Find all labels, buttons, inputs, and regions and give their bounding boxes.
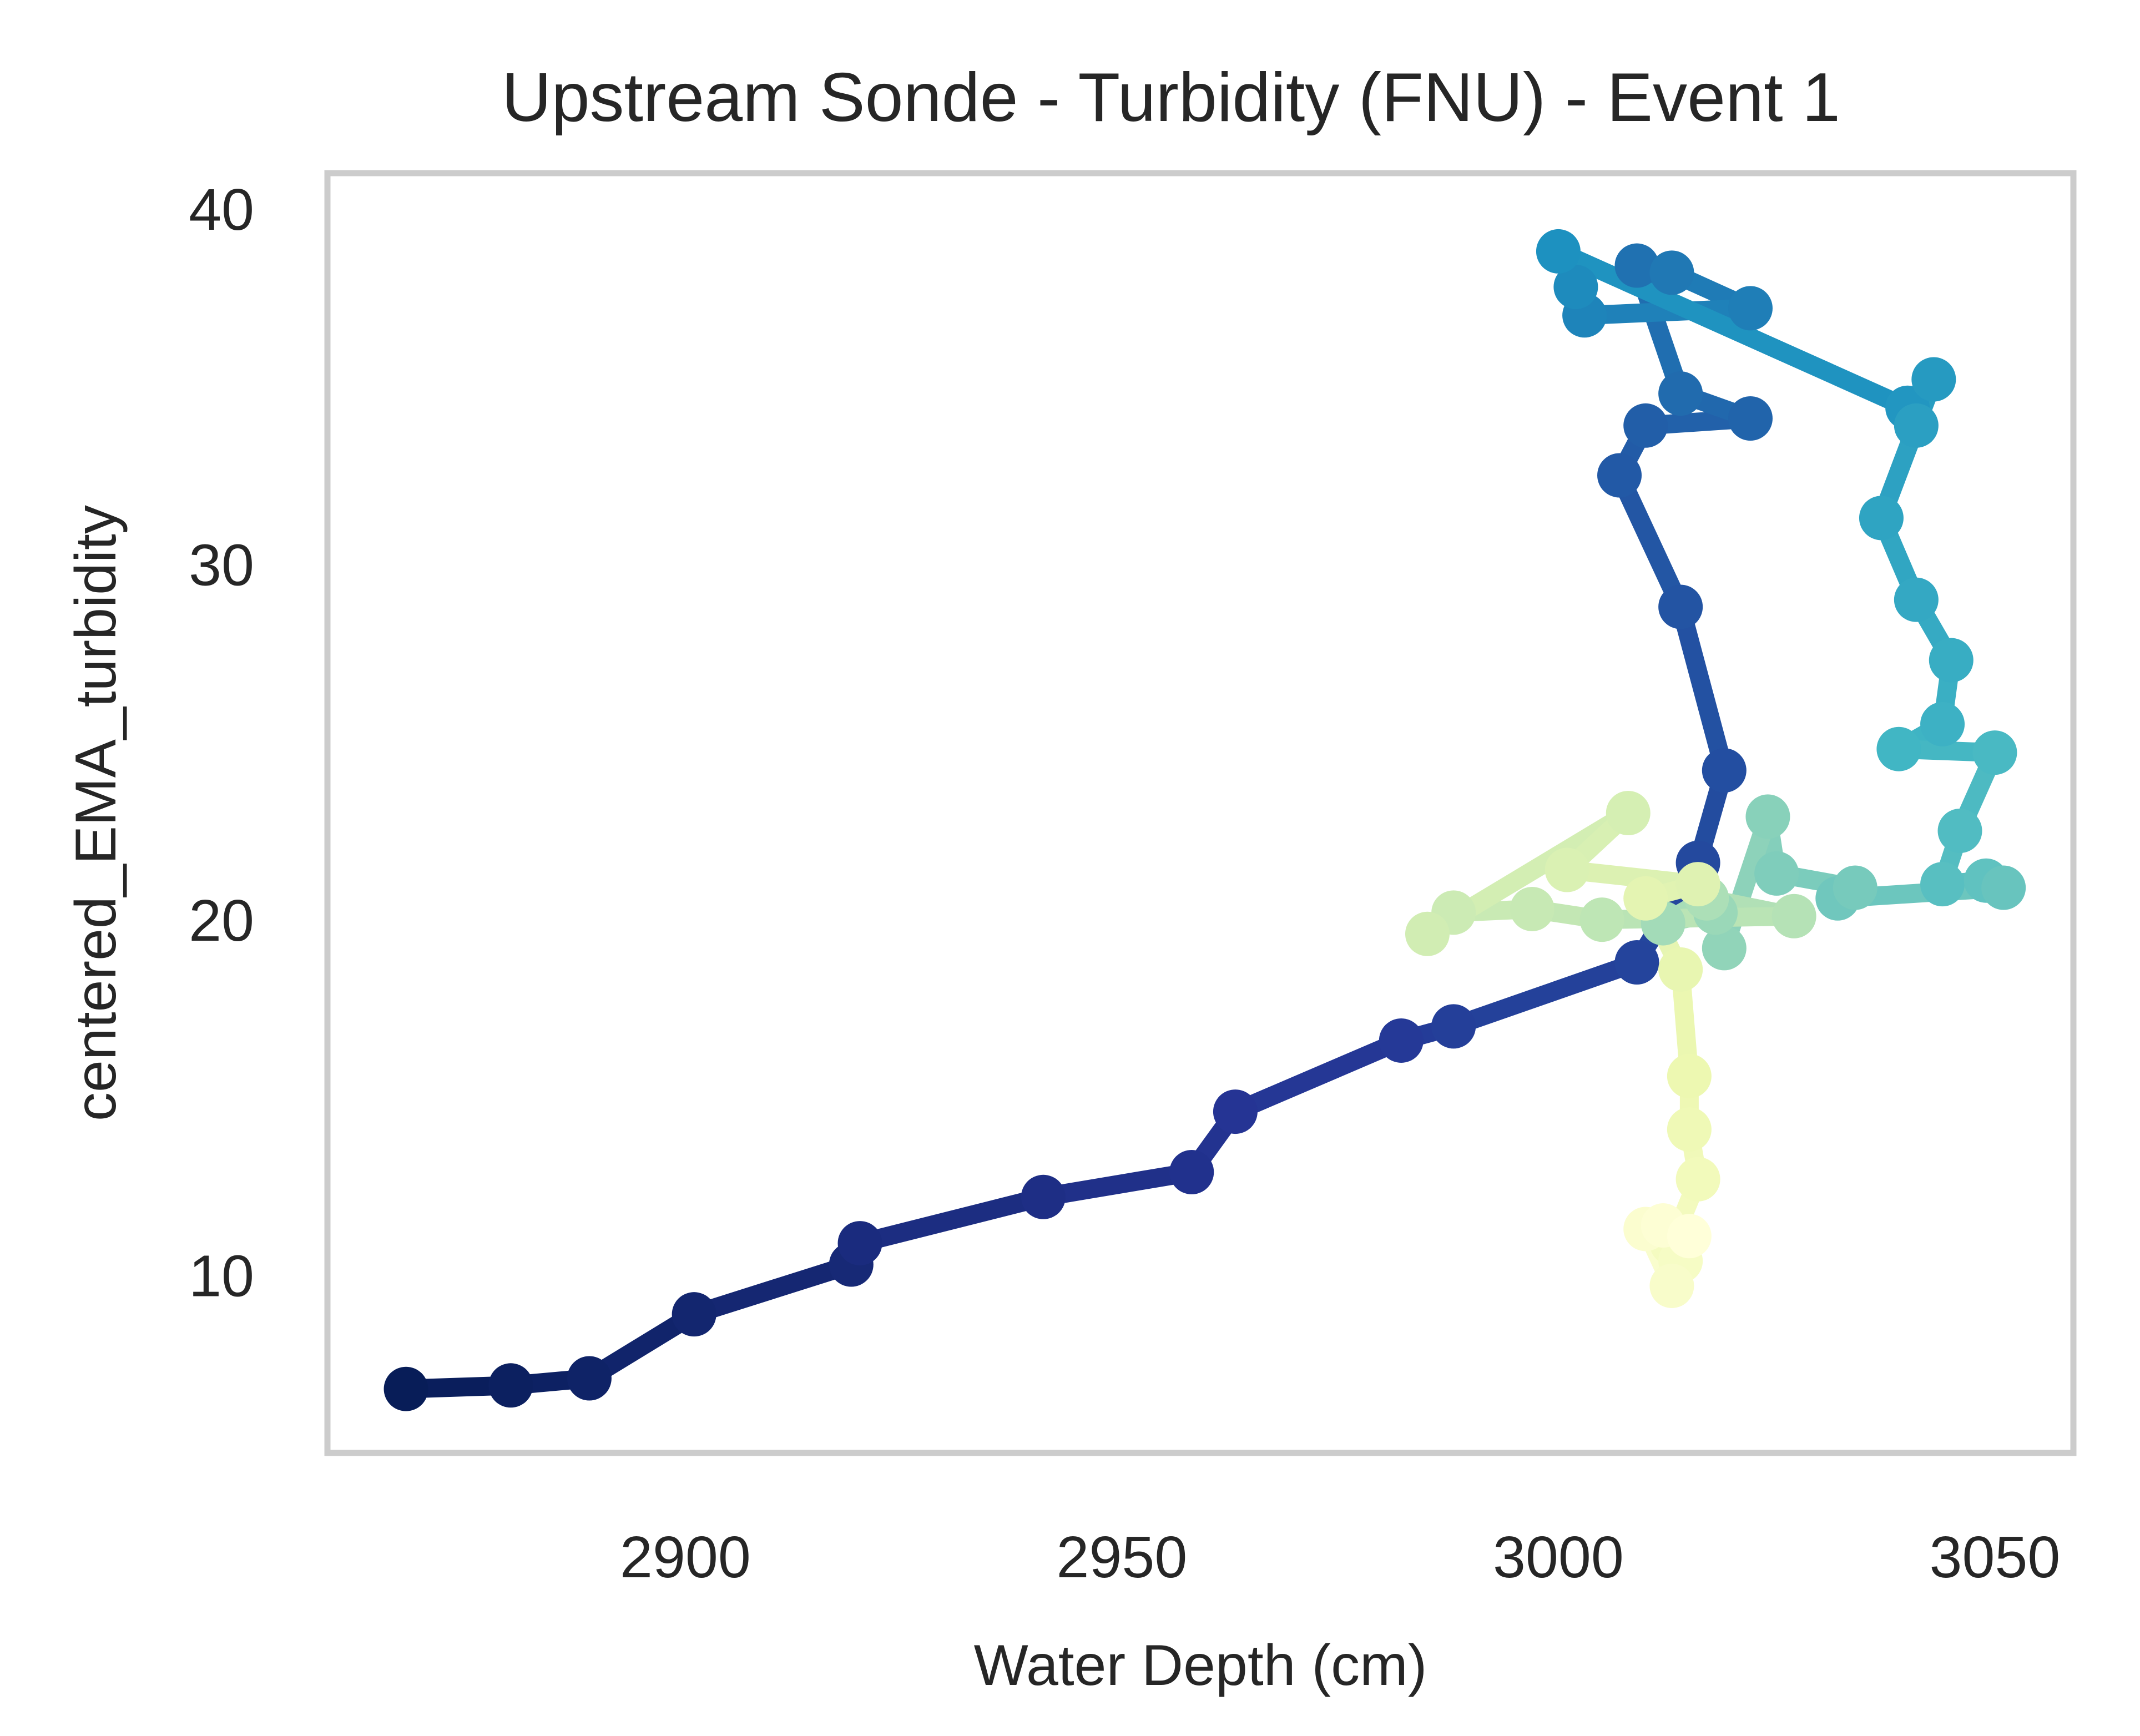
data-point — [1894, 577, 1939, 622]
data-point — [1920, 862, 1965, 907]
series-line-segment — [1033, 1162, 1202, 1207]
data-point — [672, 1292, 716, 1337]
data-point — [1728, 396, 1773, 441]
x-tick-label: 2900 — [620, 1525, 751, 1590]
data-point — [1658, 947, 1703, 992]
data-point — [567, 1356, 612, 1401]
data-point — [1623, 876, 1668, 921]
data-point — [1553, 264, 1598, 309]
data-point — [1675, 1157, 1720, 1202]
x-tick-label: 3000 — [1493, 1525, 1624, 1590]
data-point — [1754, 851, 1799, 896]
series-line-segment — [1225, 1031, 1411, 1122]
data-point — [1649, 1263, 1694, 1308]
data-point — [1021, 1174, 1066, 1219]
data-point — [1658, 584, 1703, 629]
data-point — [1833, 865, 1877, 910]
data-point — [1920, 702, 1965, 746]
x-axis-label: Water Depth (cm) — [974, 1633, 1427, 1698]
data-point — [488, 1363, 533, 1408]
data-point — [1894, 403, 1939, 448]
y-axis-ticks: 10 20 30 40 — [189, 177, 254, 1309]
data-layer — [383, 229, 2026, 1411]
data-point — [1606, 791, 1651, 835]
series-line-segment — [684, 1255, 861, 1324]
data-point — [1431, 1004, 1476, 1049]
y-tick-label: 30 — [189, 533, 254, 598]
series-line-segment — [1575, 299, 1760, 325]
data-point — [1981, 865, 2026, 910]
data-point — [1667, 1107, 1712, 1152]
data-point — [1667, 1054, 1712, 1099]
data-point — [1623, 403, 1668, 448]
data-point — [1213, 1089, 1258, 1134]
y-axis-label: centered_EMA_turbidity — [64, 505, 128, 1121]
data-point — [1859, 496, 1904, 541]
data-point — [1536, 229, 1581, 274]
data-point — [1545, 847, 1589, 892]
data-point — [1675, 862, 1720, 907]
data-point — [1937, 809, 1982, 854]
data-point — [1510, 886, 1554, 931]
data-point — [837, 1221, 882, 1266]
x-tick-label: 2950 — [1057, 1525, 1188, 1590]
data-point — [1771, 894, 1816, 938]
data-point — [1929, 638, 1974, 683]
series-line-segment — [1671, 597, 1734, 780]
data-point — [1972, 730, 2017, 775]
data-point — [1728, 286, 1773, 331]
series-line-segment — [1610, 466, 1690, 617]
series-line-segment — [1548, 241, 1917, 417]
data-point — [383, 1366, 428, 1411]
y-tick-label: 40 — [189, 177, 254, 243]
data-point — [1379, 1018, 1424, 1063]
y-tick-label: 10 — [189, 1244, 254, 1309]
x-tick-label: 3050 — [1930, 1525, 2061, 1590]
data-point — [1702, 748, 1747, 793]
data-point — [1911, 357, 1956, 402]
data-point — [1597, 453, 1642, 498]
data-point — [1614, 243, 1659, 288]
chart-title: Upstream Sonde - Turbidity (FNU) - Event… — [502, 59, 1840, 136]
data-point — [1745, 794, 1790, 839]
series-line-segment — [1444, 953, 1647, 1036]
data-point — [1579, 897, 1624, 942]
data-point — [1876, 726, 1921, 771]
data-point — [1169, 1149, 1214, 1194]
series-line-segment — [850, 1187, 1053, 1253]
data-point — [1658, 371, 1703, 416]
data-point — [1614, 940, 1659, 985]
y-tick-label: 20 — [189, 888, 254, 953]
data-point — [1702, 926, 1747, 971]
data-point — [1649, 250, 1694, 295]
data-point — [1405, 911, 1450, 956]
x-axis-ticks: 2900 2950 3000 3050 — [620, 1525, 2060, 1590]
data-point — [1667, 1214, 1712, 1259]
